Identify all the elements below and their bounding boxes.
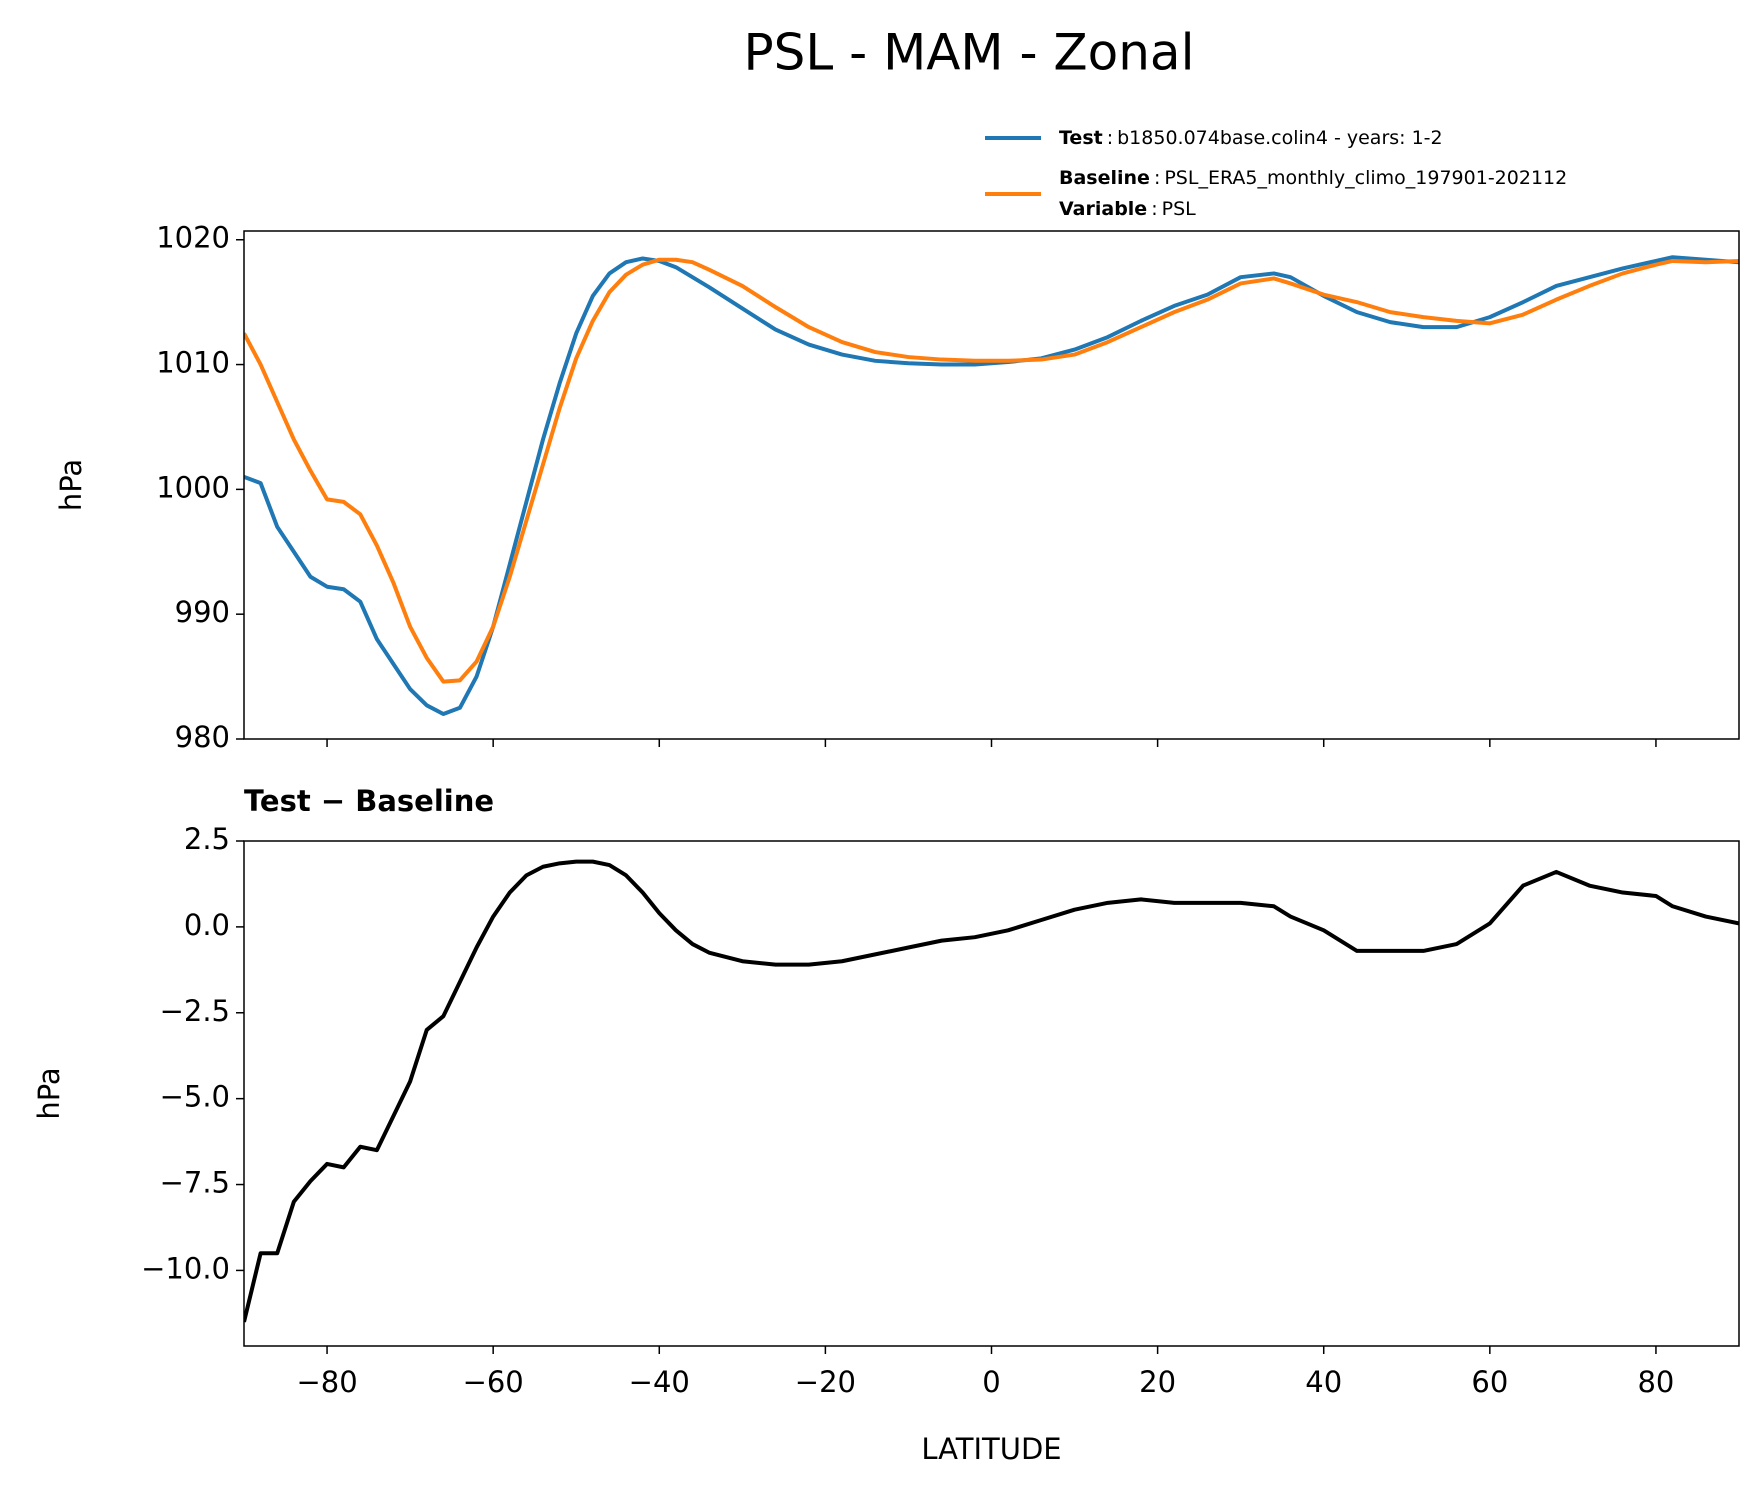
x-tick-label: −80 [296,1365,357,1399]
y-tick-label: 990 [175,595,230,629]
legend-entry: Test: b1850.074base.colin4 - years: 1-2 [1059,127,1443,149]
legend-name: Test [1059,127,1103,149]
legend-entry: Baseline: PSL_ERA5_monthly_climo_197901-2… [1059,167,1567,189]
axes-frame [243,230,1740,740]
legend-description: PSL_ERA5_monthly_climo_197901-202112 [1164,167,1567,189]
y-tick-label: −10.0 [141,1251,230,1285]
y-axis-label: hPa [54,459,88,511]
y-tick-label: 1020 [156,221,230,255]
legend-separator: : [1154,167,1160,189]
legend-description: b1850.074base.colin4 - years: 1-2 [1117,127,1443,149]
variable-value: PSL [1162,198,1197,220]
x-tick-label: 40 [1305,1365,1342,1399]
y-tick-label: 2.5 [184,822,230,856]
variable-label: Variable [1059,198,1147,220]
y-tick-label: 1010 [156,346,230,380]
y-tick-label: 1000 [156,470,230,504]
x-axis-label: LATITUDE [921,1432,1061,1466]
x-tick-label: 0 [982,1365,1000,1399]
x-tick-label: −40 [629,1365,690,1399]
y-tick-label: −7.5 [160,1166,230,1200]
figure-title: PSL - MAM - Zonal [744,24,1195,82]
legend-name: Baseline [1059,167,1150,189]
y-tick-label: −5.0 [160,1080,230,1114]
y-tick-label: −2.5 [160,994,230,1028]
legend-separator: : [1151,198,1157,220]
y-tick-label: 0.0 [184,908,230,942]
y-tick-label: 980 [175,720,230,754]
subplot-title: Test − Baseline [244,784,494,818]
x-tick-label: 80 [1637,1365,1674,1399]
data-line [244,257,1739,684]
x-tick-label: 60 [1471,1365,1508,1399]
y-axis-label: hPa [32,1067,66,1119]
axes-frame [243,840,1740,1347]
x-tick-label: −60 [463,1365,524,1399]
data-line [244,859,1739,1323]
legend-variable: Variable: PSL [1059,198,1196,220]
x-tick-label: 20 [1139,1365,1176,1399]
data-line [244,255,1739,717]
legend-separator: : [1107,127,1113,149]
x-tick-label: −20 [795,1365,856,1399]
